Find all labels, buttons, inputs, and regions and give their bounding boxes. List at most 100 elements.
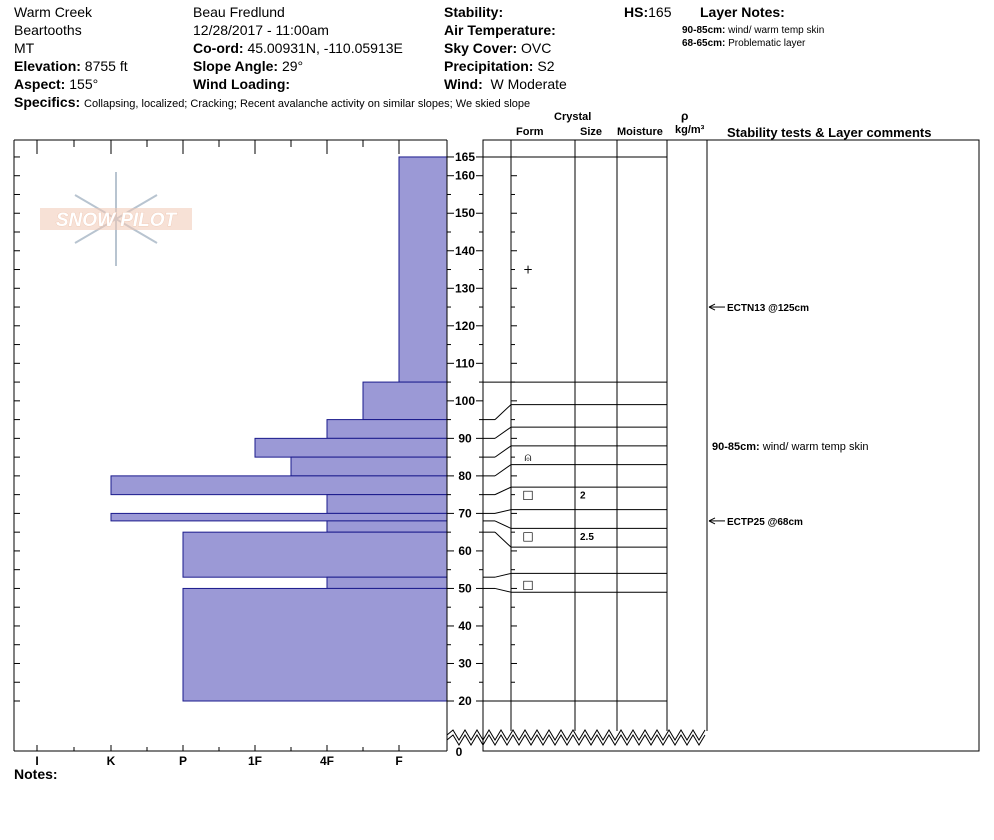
layer-comment-text: wind/ warm temp skin bbox=[762, 441, 869, 453]
crystal-form-symbol: + bbox=[523, 263, 533, 277]
col-crystal: Crystal bbox=[554, 111, 592, 123]
air-temp-row: Air Temperature: bbox=[444, 22, 556, 38]
layer-connector bbox=[494, 572, 512, 578]
specifics-row: Specifics: Collapsing, localized; Cracki… bbox=[14, 94, 530, 111]
depth-tick-label: 140 bbox=[455, 244, 475, 258]
logo-banner bbox=[40, 208, 192, 230]
hardness-tick-label: I bbox=[35, 754, 38, 768]
aspect-value: 155° bbox=[69, 76, 99, 92]
hardness-bar bbox=[110, 475, 448, 496]
specifics-value: Collapsing, localized; Cracking; Recent … bbox=[84, 98, 531, 110]
hardness-bar bbox=[326, 576, 448, 589]
elevation-row: Elevation: 8755 ft bbox=[14, 58, 128, 74]
hardness-bar bbox=[290, 456, 448, 477]
stability-label: Stability: bbox=[444, 4, 504, 20]
hardness-tick-label: 4F bbox=[320, 754, 334, 768]
hardness-tick-label: P bbox=[179, 754, 187, 768]
layer-note-1: 90-85cm: wind/ warm temp skin bbox=[682, 25, 824, 37]
precip-row: Precipitation: S2 bbox=[444, 58, 554, 74]
air-temp-label: Air Temperature: bbox=[444, 22, 556, 38]
stability-test-comment: ECTN13 @125cm bbox=[727, 303, 809, 314]
depth-tick-label: 130 bbox=[455, 281, 475, 295]
comment-arrow-icon bbox=[708, 303, 716, 311]
layer-connector bbox=[494, 520, 512, 529]
layer-connector bbox=[494, 426, 512, 439]
crystal-form-symbol: □ bbox=[522, 578, 533, 592]
col-comments: Stability tests & Layer comments bbox=[727, 125, 932, 140]
elevation-value: 8755 ft bbox=[84, 58, 128, 74]
col-size: Size bbox=[580, 126, 603, 138]
observer: Beau Fredlund bbox=[193, 4, 285, 20]
layer-connector bbox=[494, 531, 512, 548]
crystal-size: 2 bbox=[580, 491, 586, 502]
hardness-bar bbox=[326, 419, 448, 439]
hardness-bar bbox=[326, 520, 448, 533]
axis-break-zigzag bbox=[446, 729, 706, 741]
slope-row: Slope Angle: 29° bbox=[193, 58, 303, 74]
hardness-bar bbox=[182, 587, 448, 702]
hardness-tick-label: F bbox=[395, 754, 402, 768]
wind-value: W Moderate bbox=[490, 76, 567, 92]
state: MT bbox=[14, 40, 35, 56]
depth-tick-label: 60 bbox=[458, 544, 472, 558]
hardness-bar bbox=[254, 437, 448, 458]
hardness-bar bbox=[326, 494, 448, 514]
stability-row: Stability: bbox=[444, 4, 503, 20]
crystal-size: 2.5 bbox=[580, 532, 594, 543]
sky-row: Sky Cover: OVC bbox=[444, 40, 551, 56]
depth-tick-label: 20 bbox=[458, 694, 472, 708]
depth-zero-label: 0 bbox=[456, 745, 463, 759]
aspect-label: Aspect: bbox=[14, 76, 66, 92]
axis-break-zigzag bbox=[446, 734, 706, 746]
hs-row: HS:165 bbox=[624, 4, 671, 20]
wind-label: Wind: bbox=[444, 76, 483, 92]
depth-tick-label: 150 bbox=[455, 206, 475, 220]
depth-tick-label: 70 bbox=[458, 506, 472, 520]
layer-notes-label: Layer Notes: bbox=[700, 4, 785, 20]
coord-value: 45.00931N, -110.05913E bbox=[247, 40, 403, 56]
hardness-bar bbox=[182, 531, 448, 578]
comment-arrow-icon bbox=[708, 517, 716, 525]
location: Warm Creek bbox=[14, 4, 93, 20]
layer-connector bbox=[494, 445, 512, 458]
crystal-form-symbol: □ bbox=[522, 488, 533, 502]
layer-note-text: Problematic layer bbox=[728, 38, 806, 49]
layer-comment-range: 90-85cm: bbox=[712, 441, 763, 453]
slope-label: Slope Angle: bbox=[193, 58, 279, 74]
sky-value: OVC bbox=[521, 40, 552, 56]
layer-comment: 90-85cm: wind/ warm temp skin bbox=[712, 441, 869, 453]
precip-label: Precipitation: bbox=[444, 58, 534, 74]
crystal-form-symbol: □ bbox=[522, 529, 533, 543]
depth-tick-label: 80 bbox=[458, 469, 472, 483]
hardness-bar bbox=[110, 512, 448, 522]
specifics-label: Specifics: bbox=[14, 94, 81, 110]
hardness-bar bbox=[362, 381, 448, 421]
wind-loading-row: Wind Loading: bbox=[193, 76, 290, 92]
layer-connector bbox=[494, 486, 512, 496]
snowpilot-logo: SNOW PILOT bbox=[40, 172, 192, 266]
layer-note-text: wind/ warm temp skin bbox=[728, 25, 825, 36]
depth-tick-label: 120 bbox=[455, 319, 475, 333]
crystal-form-symbol: ⍝ bbox=[524, 450, 531, 464]
layer-connector bbox=[494, 464, 512, 477]
depth-tick-label: 30 bbox=[458, 656, 472, 670]
depth-tick-label: 110 bbox=[455, 356, 475, 370]
hs-label: HS: bbox=[624, 4, 649, 20]
elevation-label: Elevation: bbox=[14, 58, 81, 74]
depth-tick-label: 165 bbox=[455, 150, 475, 164]
slope-value: 29° bbox=[281, 58, 304, 74]
col-form: Form bbox=[516, 126, 544, 138]
notes-label: Notes: bbox=[14, 766, 58, 782]
hardness-bar bbox=[398, 156, 448, 383]
hardness-tick-label: 1F bbox=[248, 754, 262, 768]
layer-note-range: 68-65cm: bbox=[682, 38, 726, 49]
depth-tick-label: 160 bbox=[455, 169, 475, 183]
layer-connector bbox=[494, 587, 512, 593]
col-density: kg/m³ bbox=[675, 124, 705, 136]
logo-text: SNOW PILOT bbox=[56, 210, 178, 231]
profile-table-frame bbox=[482, 139, 980, 752]
layer-note-2: 68-65cm: Problematic layer bbox=[682, 38, 805, 50]
aspect-row: Aspect: 155° bbox=[14, 76, 98, 92]
depth-tick-label: 50 bbox=[458, 581, 472, 595]
